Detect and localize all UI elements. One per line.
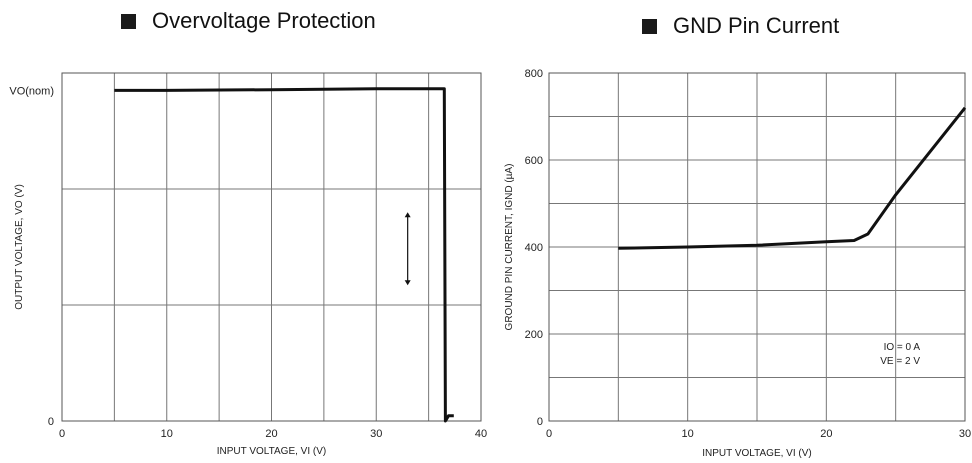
output-voltage-line — [114, 87, 454, 423]
gnd-pin-current-heading: GND Pin Current — [642, 13, 839, 39]
annotation-io: IO = 0 A — [884, 342, 921, 353]
y-axis-label: OUTPUT VOLTAGE, VO (V) — [14, 184, 25, 310]
x-tick-label: 20 — [265, 428, 277, 440]
x-tick-label: 0 — [59, 428, 65, 440]
y-tick-label: 400 — [525, 242, 543, 254]
x-tick-label: 10 — [682, 428, 694, 440]
y-axis-label: GROUND PIN CURRENT, IGND (µA) — [504, 164, 515, 331]
x-tick-label: 40 — [475, 428, 487, 440]
x-tick-label: 30 — [959, 428, 971, 440]
y-tick-label: VO(nom) — [9, 85, 54, 97]
x-axis-label: INPUT VOLTAGE, VI (V) — [217, 446, 326, 457]
x-tick-label: 0 — [546, 428, 552, 440]
x-axis-label: INPUT VOLTAGE, VI (V) — [702, 448, 811, 459]
overvoltage-protection-heading: Overvoltage Protection — [121, 8, 376, 34]
plot-frame — [548, 72, 966, 422]
y-tick-label: 600 — [525, 155, 543, 167]
plot-frame — [61, 72, 482, 422]
x-tick-label: 30 — [370, 428, 382, 440]
y-tick-label: 0 — [48, 416, 54, 428]
bullet-square-icon — [121, 13, 136, 29]
arrow-up-icon — [404, 212, 411, 218]
gnd-current-plot-area — [548, 72, 967, 422]
ground-current-line — [618, 106, 967, 250]
y-tick-label: 800 — [525, 68, 543, 80]
annotation-ve: VE = 2 V — [880, 356, 920, 367]
arrow-down-icon — [404, 280, 411, 286]
overvoltage-plot-area — [61, 72, 482, 423]
bullet-square-icon — [642, 18, 657, 34]
x-tick-label: 10 — [161, 428, 173, 440]
gnd-pin-current-title: GND Pin Current — [673, 13, 840, 38]
y-tick-label: 0 — [537, 416, 543, 428]
overvoltage-protection-title: Overvoltage Protection — [152, 8, 376, 33]
x-tick-label: 20 — [820, 428, 832, 440]
y-tick-label: 200 — [525, 329, 543, 341]
